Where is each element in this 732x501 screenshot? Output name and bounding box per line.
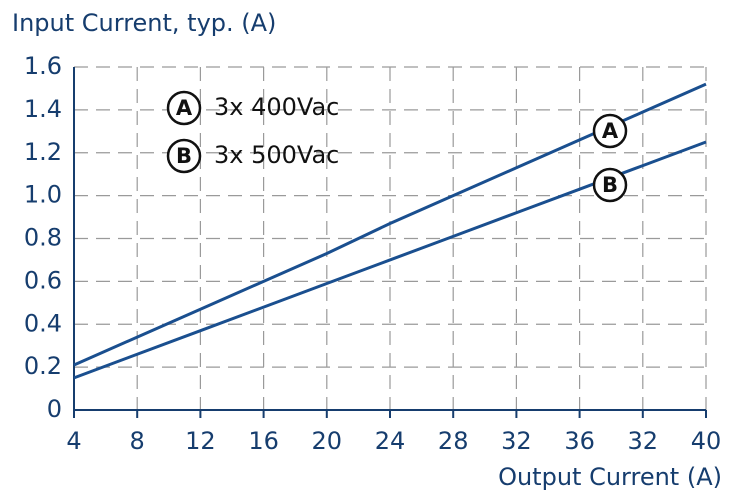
y-tick-label: 0.2 (24, 352, 62, 380)
y-axis-title: Input Current, typ. (A) (12, 9, 276, 37)
line-marker-letter: B (602, 173, 618, 197)
line-marker-letter: A (602, 119, 619, 143)
y-tick-label: 0.6 (24, 266, 62, 294)
legend-marker-circle (166, 90, 202, 126)
legend-marker-letter: B (176, 144, 192, 168)
x-axis-title: Output Current (A) (498, 463, 722, 491)
x-tick-label: 20 (312, 427, 343, 455)
y-tick-label: 1.0 (24, 181, 62, 209)
y-tick-label: 0.8 (24, 224, 62, 252)
y-tick-label: 1.6 (24, 52, 62, 80)
x-tick-label: 12 (185, 427, 216, 455)
x-tick-label: 4 (66, 427, 81, 455)
x-tick-label: 36 (564, 427, 595, 455)
legend-marker-circle (166, 138, 202, 174)
x-tick-label: 32 (628, 427, 659, 455)
line-marker-circle (592, 113, 628, 149)
legend-label: 3x 400Vac (214, 93, 339, 121)
x-tick-label: 32 (501, 427, 532, 455)
y-tick-label: 1.2 (24, 138, 62, 166)
x-tick-label: 40 (691, 427, 722, 455)
x-tick-label: 28 (438, 427, 469, 455)
y-tick-label: 0.4 (24, 309, 62, 337)
x-tick-label: 16 (248, 427, 279, 455)
x-tick-label: 8 (130, 427, 145, 455)
y-tick-label: 0 (47, 395, 62, 423)
legend-label: 3x 500Vac (214, 141, 339, 169)
y-tick-label: 1.4 (24, 95, 62, 123)
legend-marker-letter: A (176, 96, 193, 120)
line-marker-circle (592, 167, 628, 203)
x-tick-label: 24 (375, 427, 406, 455)
